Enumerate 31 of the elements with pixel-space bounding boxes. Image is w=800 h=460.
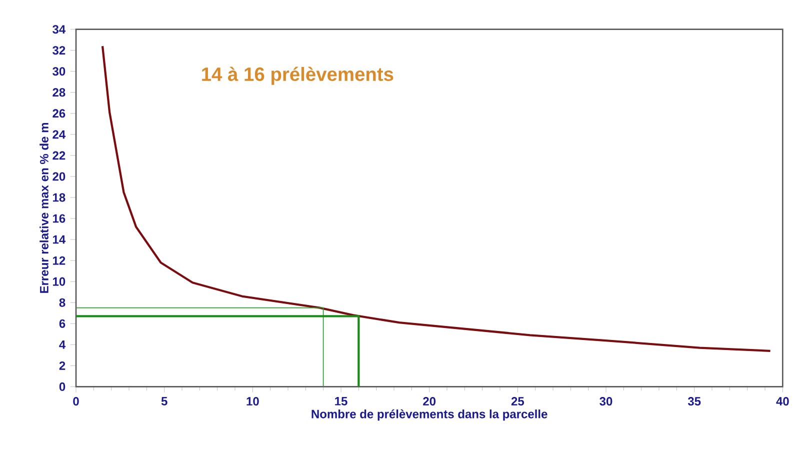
line-series xyxy=(101,45,772,352)
y-tick-label: 34 xyxy=(52,25,66,34)
y-tick-label: 26 xyxy=(52,109,66,118)
x-tick-label: 25 xyxy=(511,397,524,406)
y-tick-label: 0 xyxy=(59,382,66,391)
x-tick-label: 40 xyxy=(776,397,789,406)
x-tick-label: 35 xyxy=(688,397,701,406)
y-tick-label: 10 xyxy=(53,277,66,286)
y-tick-label: 2 xyxy=(59,361,66,370)
y-tick-label: 6 xyxy=(59,319,66,328)
y-tick-label: 32 xyxy=(52,46,66,55)
y-tick-label: 22 xyxy=(52,151,66,160)
y-tick-label: 8 xyxy=(59,298,66,307)
y-tick-label: 4 xyxy=(59,340,66,349)
y-tick-label: 18 xyxy=(53,193,66,202)
y-tick-label: 12 xyxy=(53,256,66,265)
x-tick-label: 0 xyxy=(73,397,79,406)
x-tick-label: 30 xyxy=(600,397,612,406)
y-tick-label: 24 xyxy=(52,130,66,139)
y-tick-label: 20 xyxy=(52,172,66,181)
x-axis-title: Nombre de prélèvements dans la parcelle xyxy=(312,409,548,421)
y-axis-title: Erreur relative max en % de m xyxy=(40,123,48,293)
y-tick-label: 28 xyxy=(52,88,66,97)
y-tick-label: 14 xyxy=(53,235,66,244)
y-tick-label: 30 xyxy=(52,67,66,76)
x-tick-label: 10 xyxy=(246,397,259,406)
annotation: 14 à 16 prélèvements xyxy=(202,66,394,85)
x-tick-label: 5 xyxy=(161,397,168,406)
x-tick-label: 15 xyxy=(335,397,348,406)
y-tick-label: 16 xyxy=(53,214,66,223)
x-tick-label: 20 xyxy=(423,397,436,406)
